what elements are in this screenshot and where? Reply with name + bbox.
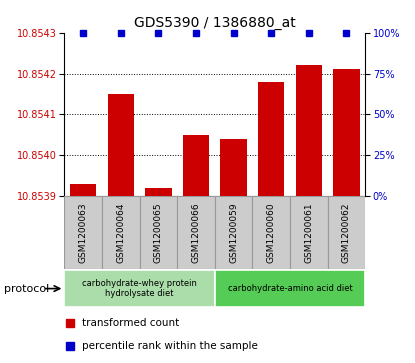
Bar (215, 270, 365, 307)
Bar (333, 69, 359, 196)
Text: percentile rank within the sample: percentile rank within the sample (82, 341, 258, 351)
Bar (107, 94, 134, 196)
Bar (70, 184, 96, 196)
Text: GSM1200063: GSM1200063 (78, 202, 88, 263)
Text: protocol: protocol (4, 284, 49, 294)
Text: carbohydrate-amino acid diet: carbohydrate-amino acid diet (227, 284, 352, 293)
Text: GSM1200059: GSM1200059 (229, 202, 238, 263)
Bar (64, 270, 215, 307)
Bar (183, 135, 209, 196)
Bar (102, 196, 139, 269)
Bar (295, 65, 322, 196)
Bar (139, 196, 177, 269)
Bar (258, 82, 284, 196)
Bar (290, 196, 327, 269)
Bar (220, 139, 247, 196)
Text: GSM1200060: GSM1200060 (267, 202, 276, 263)
Text: GSM1200066: GSM1200066 (191, 202, 200, 263)
Text: GSM1200062: GSM1200062 (342, 202, 351, 262)
Text: GSM1200061: GSM1200061 (304, 202, 313, 263)
Bar (327, 196, 365, 269)
Title: GDS5390 / 1386880_at: GDS5390 / 1386880_at (134, 16, 295, 30)
Text: transformed count: transformed count (82, 318, 180, 327)
Text: GSM1200064: GSM1200064 (116, 202, 125, 262)
Bar (177, 196, 215, 269)
Bar (145, 188, 171, 196)
Text: GSM1200065: GSM1200065 (154, 202, 163, 263)
Bar (64, 196, 102, 269)
Text: carbohydrate-whey protein
hydrolysate diet: carbohydrate-whey protein hydrolysate di… (82, 279, 197, 298)
Bar (252, 196, 290, 269)
Bar (215, 196, 252, 269)
